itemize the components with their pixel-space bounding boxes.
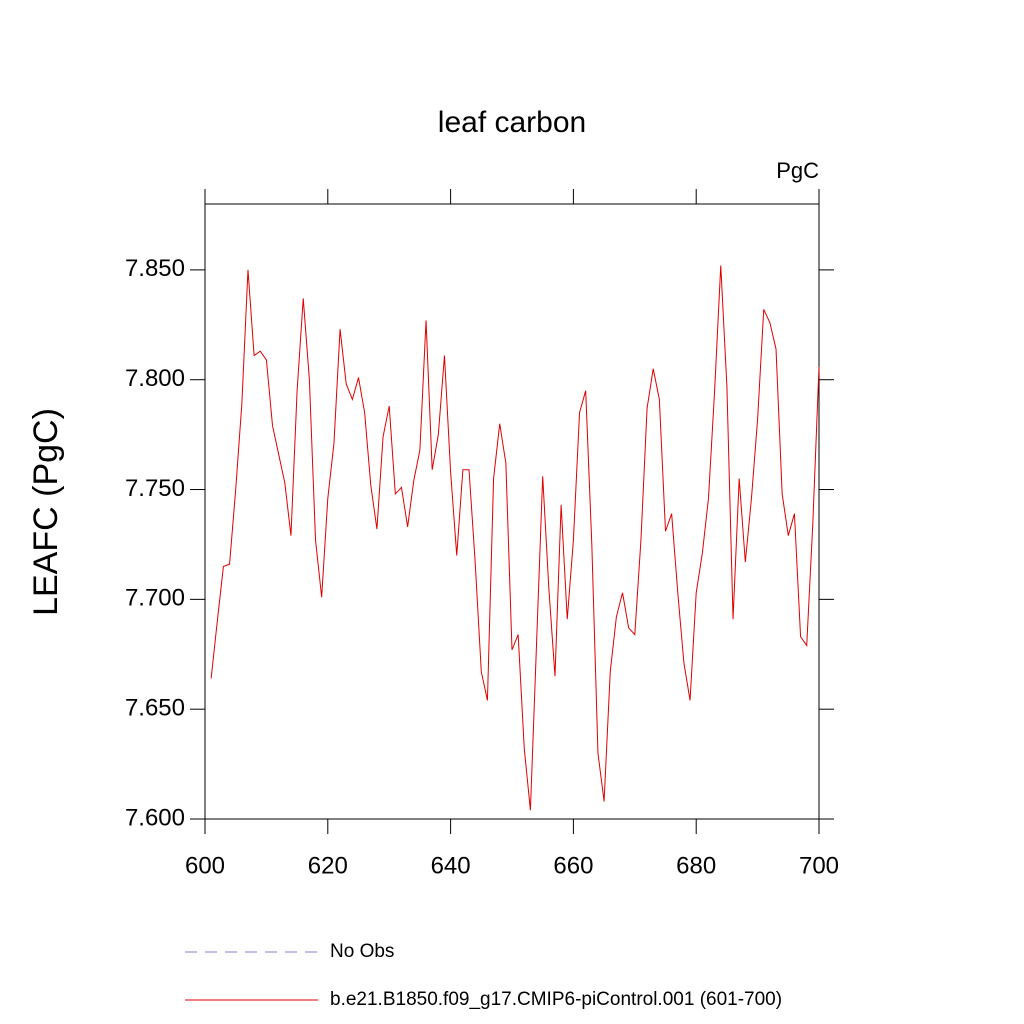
x-tick-label: 660 xyxy=(553,852,593,879)
y-tick-label: 7.650 xyxy=(125,695,185,722)
legend-label: b.e21.B1850.f09_g17.CMIP6-piControl.001 … xyxy=(330,989,782,1010)
plot-frame xyxy=(204,203,820,820)
y-tick-label: 7.600 xyxy=(125,804,185,831)
legend-label: No Obs xyxy=(330,941,394,962)
y-tick-label: 7.800 xyxy=(125,365,185,392)
x-tick-label: 640 xyxy=(431,852,471,879)
y-tick-label: 7.850 xyxy=(125,255,185,282)
chart-title: leaf carbon xyxy=(438,106,586,139)
x-tick-label: 600 xyxy=(185,852,225,879)
x-tick-label: 620 xyxy=(308,852,348,879)
units-label: PgC xyxy=(776,158,819,183)
x-tick-label: 680 xyxy=(676,852,716,879)
x-tick-label: 700 xyxy=(799,852,839,879)
y-tick-label: 7.700 xyxy=(125,585,185,612)
y-tick-label: 7.750 xyxy=(125,475,185,502)
data-line xyxy=(210,265,820,811)
y-axis-label: LEAFC (PgC) xyxy=(27,408,65,616)
